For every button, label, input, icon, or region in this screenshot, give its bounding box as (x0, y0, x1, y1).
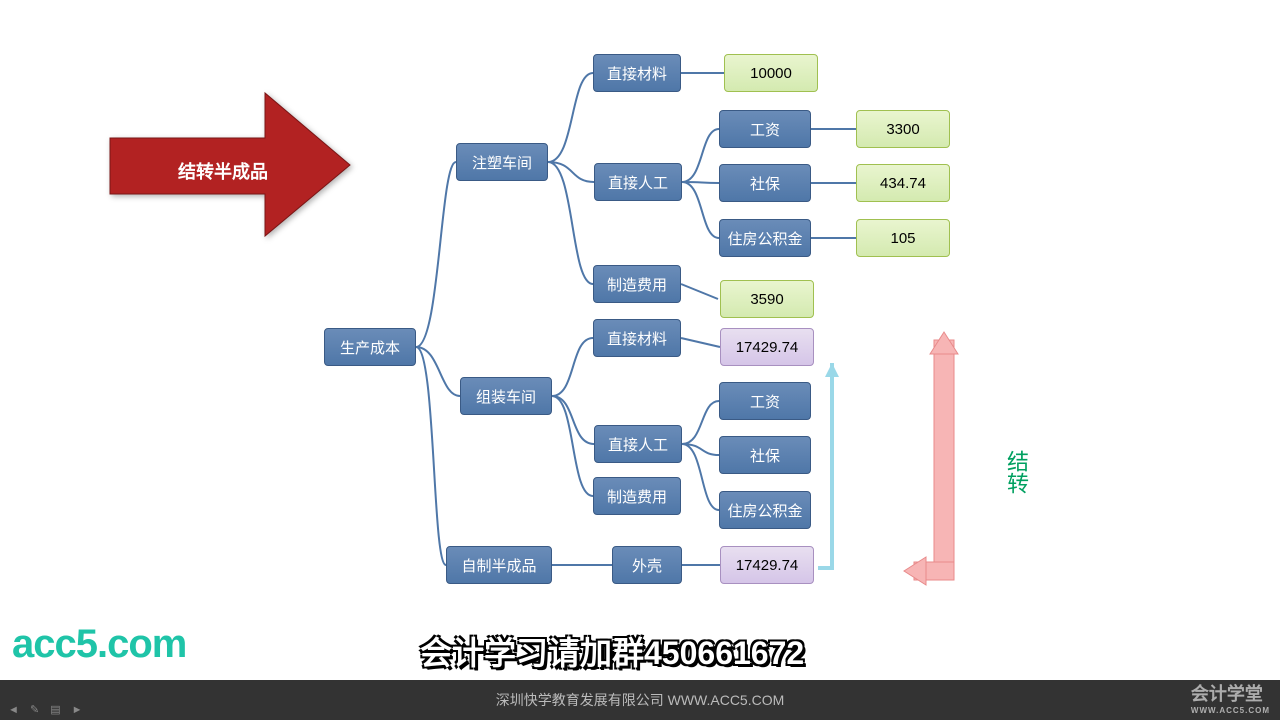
value-node: 3590 (720, 280, 814, 318)
banner-text: 会计学习请加群450661672 (420, 628, 804, 674)
subcategory-node: 工资 (719, 382, 811, 420)
subcategory-node: 住房公积金 (719, 219, 811, 257)
workshop-node: 注塑车间 (456, 143, 548, 181)
category-node: 直接材料 (593, 54, 681, 92)
subcategory-node: 工资 (719, 110, 811, 148)
value-node: 105 (856, 219, 950, 257)
workshop-node: 组装车间 (460, 377, 552, 415)
category-node: 制造费用 (593, 265, 681, 303)
connectors-svg (0, 0, 1280, 720)
footer-text: 深圳快学教育发展有限公司 WWW.ACC5.COM (496, 690, 785, 710)
subcategory-node: 住房公积金 (719, 491, 811, 529)
value-node: 10000 (724, 54, 818, 92)
value-node: 434.74 (856, 164, 950, 202)
logo-acc5: acc5.com (12, 622, 186, 667)
value-node: 17429.74 (720, 328, 814, 366)
subcategory-node: 社保 (719, 164, 811, 202)
flow-arrow-up (818, 363, 839, 568)
title-arrow-label: 结转半成品 (178, 158, 268, 184)
footer-bar: 深圳快学教育发展有限公司 WWW.ACC5.COM ◄ ✎ ▤ ► 会计学堂 W… (0, 680, 1280, 720)
footer-nav-icons: ◄ ✎ ▤ ► (8, 703, 87, 716)
category-node: 直接人工 (594, 425, 682, 463)
flow-arrow-down (904, 332, 958, 585)
side-label: 结转 (1000, 450, 1032, 494)
category-node: 直接人工 (594, 163, 682, 201)
category-node: 直接材料 (593, 319, 681, 357)
subcategory-node: 社保 (719, 436, 811, 474)
category-node: 制造费用 (593, 477, 681, 515)
value-node: 3300 (856, 110, 950, 148)
root-node: 生产成本 (324, 328, 416, 366)
category-node: 外壳 (612, 546, 682, 584)
diagram-canvas: 结转半成品 生产成本注塑车间组装车间自制半成品直接材料10000直接人工制造费用… (0, 0, 1280, 720)
footer-logo: 会计学堂 WWW.ACC5.COM (1191, 680, 1270, 715)
workshop-node: 自制半成品 (446, 546, 552, 584)
value-node: 17429.74 (720, 546, 814, 584)
